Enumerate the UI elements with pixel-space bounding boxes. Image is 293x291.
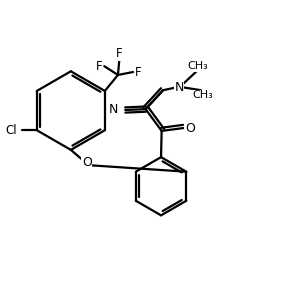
Text: F: F <box>116 47 123 60</box>
Text: CH₃: CH₃ <box>188 61 208 71</box>
Text: CH₃: CH₃ <box>192 91 213 100</box>
Text: F: F <box>96 60 102 73</box>
Text: F: F <box>135 65 142 79</box>
Text: N: N <box>174 81 184 94</box>
Text: Cl: Cl <box>6 124 17 137</box>
Text: O: O <box>185 122 195 134</box>
Text: N: N <box>109 104 119 116</box>
Text: O: O <box>82 157 92 169</box>
